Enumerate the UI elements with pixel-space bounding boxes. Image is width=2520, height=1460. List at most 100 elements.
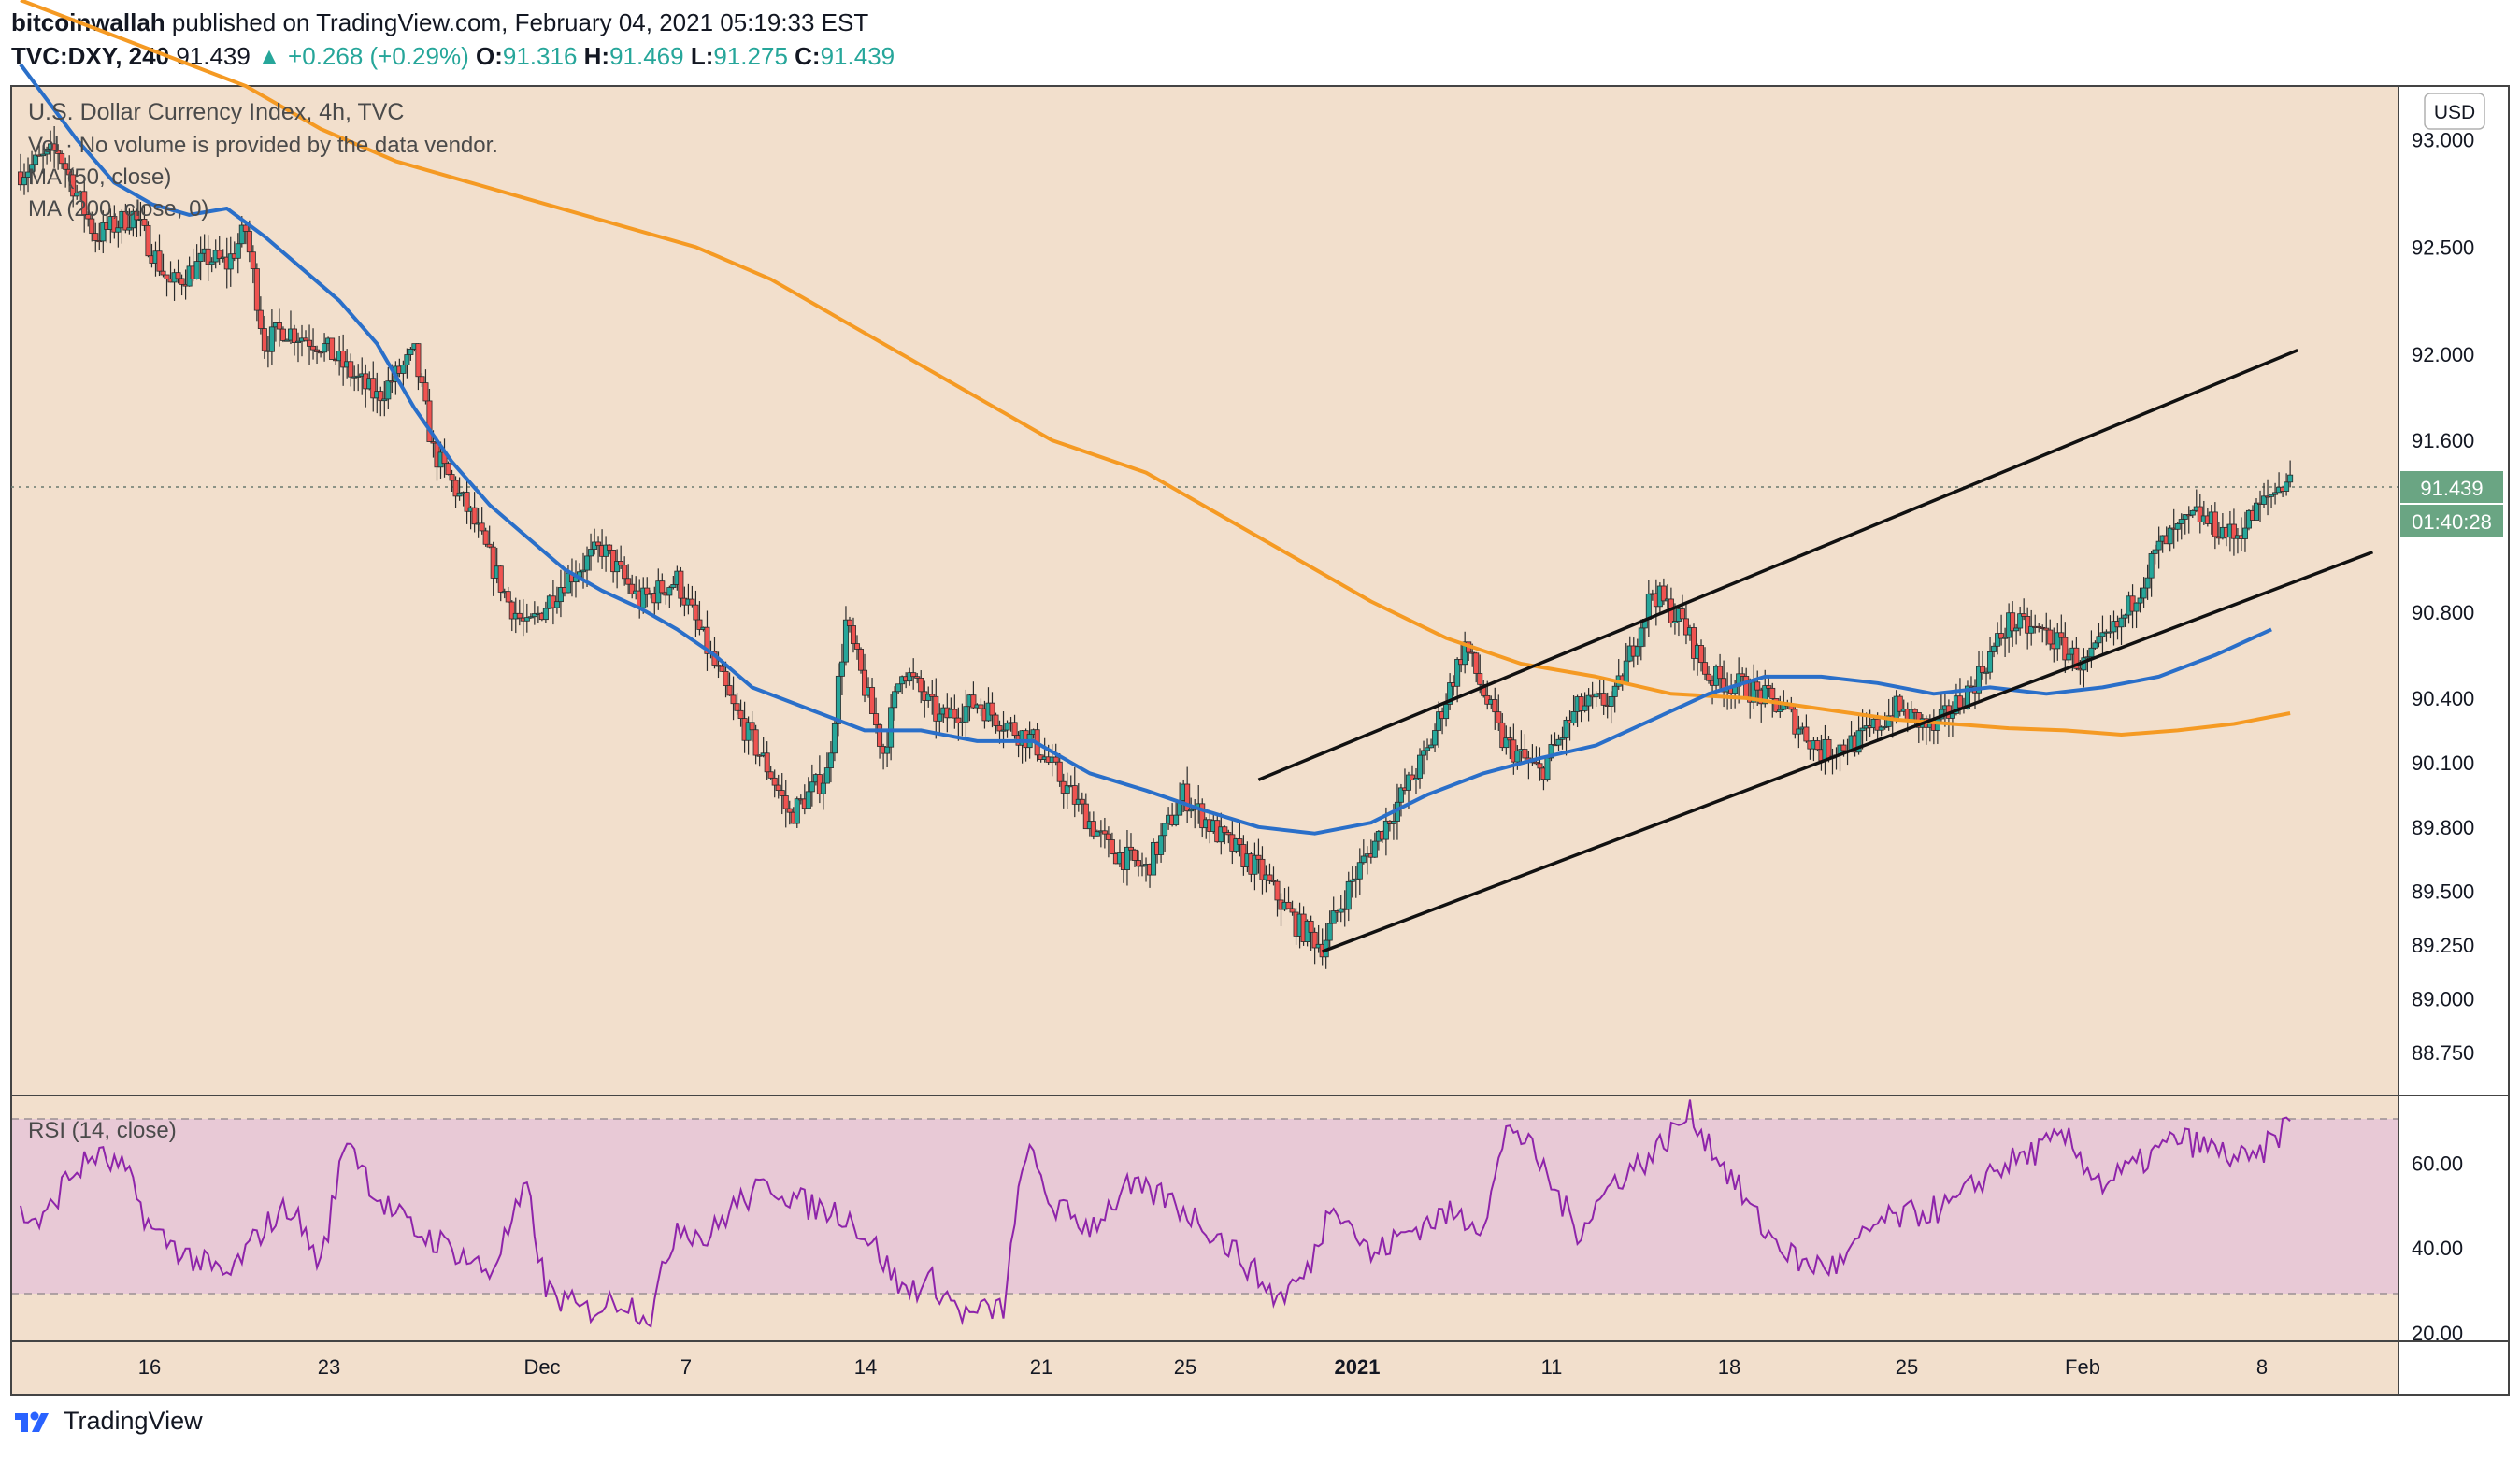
candle [1660, 578, 1667, 606]
candle [1443, 693, 1450, 727]
candle [666, 585, 673, 608]
currency-button[interactable]: USD [2424, 93, 2485, 130]
candle [1082, 793, 1089, 830]
candle [1162, 823, 1168, 852]
candle [1071, 766, 1078, 818]
candle [2062, 622, 2069, 674]
price-tick-label: 92.000 [2412, 343, 2474, 366]
legend-title: U.S. Dollar Currency Index, 4h, TVC [28, 99, 404, 125]
candle [955, 707, 962, 741]
time-tick-label: 11 [1541, 1355, 1563, 1379]
candle [1326, 910, 1333, 948]
rsi-tick-label: 20.00 [2412, 1322, 2463, 1345]
time-tick-label: 21 [1030, 1355, 1052, 1379]
candle [1706, 666, 1712, 684]
candle [378, 386, 384, 417]
candle [516, 599, 523, 626]
candle [208, 257, 215, 273]
candle [1578, 693, 1584, 723]
channel-lower-line[interactable] [1322, 551, 2374, 953]
candle [603, 536, 609, 572]
candle [1777, 695, 1783, 718]
tradingview-logo[interactable]: TradingView [13, 1407, 203, 1436]
candle [2055, 623, 2061, 661]
candle [1349, 866, 1355, 898]
candle [2092, 640, 2098, 650]
candle [820, 773, 826, 810]
candle [1814, 737, 1821, 752]
candle [1559, 726, 1566, 750]
candle [63, 157, 69, 188]
candle [1544, 757, 1551, 782]
rsi-tick-label: 40.00 [2412, 1237, 2463, 1260]
rsi-line [20, 1099, 2291, 1328]
candle [1127, 833, 1134, 861]
candle [449, 469, 455, 493]
price-tick-label: 90.800 [2412, 601, 2474, 624]
candle [340, 334, 347, 386]
candle [381, 380, 388, 417]
candle [2066, 648, 2072, 664]
author-name[interactable]: bitcoinwallah [11, 8, 165, 36]
candle [1218, 812, 1224, 855]
candle [2230, 508, 2237, 556]
currency-label: USD [2434, 102, 2475, 123]
candle [1417, 748, 1424, 789]
time-tick-label: 16 [138, 1355, 161, 1379]
change-value: +0.268 (+0.29%) [288, 42, 469, 70]
candle [1173, 802, 1180, 827]
candle [1987, 637, 1994, 680]
time-tick-label: 2021 [1335, 1355, 1381, 1379]
candle [2284, 473, 2290, 496]
candle [314, 345, 321, 365]
ohlc-line: TVC:DXY, 240 91.439 ▲ +0.268 (+0.29%) O:… [11, 39, 895, 73]
candle [723, 661, 729, 698]
chart-header: bitcoinwallah published on TradingView.c… [11, 6, 895, 73]
candle [2088, 630, 2095, 668]
candle [858, 647, 865, 674]
price-tag: 91.439 [2400, 471, 2503, 503]
candle [1679, 594, 1685, 620]
candle [1998, 614, 2005, 646]
candle [925, 686, 932, 708]
open-value: 91.316 [502, 42, 578, 70]
candle [294, 332, 301, 363]
candle [737, 699, 744, 727]
price-tick-label: 89.000 [2412, 988, 2474, 1011]
price-tick-label: 90.100 [2412, 751, 2474, 775]
candle [2099, 615, 2106, 654]
candle [179, 274, 185, 296]
candle [1109, 832, 1115, 855]
candle [895, 683, 902, 694]
candle [1976, 651, 1983, 701]
candle [2269, 494, 2275, 508]
candle [1136, 850, 1142, 877]
candle [771, 769, 778, 798]
candle [1311, 927, 1318, 965]
candle [1436, 701, 1442, 748]
candle [2141, 577, 2147, 608]
legend-ma50: MA (50, close) [28, 165, 171, 190]
candle [542, 601, 549, 623]
candle [471, 492, 478, 533]
candle [2118, 608, 2125, 646]
candle [835, 663, 841, 737]
candle [1682, 604, 1689, 645]
candle [678, 566, 684, 608]
candle [914, 672, 921, 684]
candle [1882, 712, 1888, 730]
candle [910, 658, 917, 690]
candle [1184, 766, 1191, 823]
candle [193, 244, 200, 280]
candle [2036, 623, 2042, 633]
candle [2133, 602, 2140, 628]
price-tick-label: 92.500 [2412, 236, 2474, 259]
channel-upper-line[interactable] [1257, 349, 2298, 781]
candle [1101, 817, 1108, 849]
candle [838, 643, 845, 696]
candle [1397, 783, 1404, 817]
candle [1991, 642, 1997, 658]
candle [175, 259, 181, 284]
time-tick-label: 7 [680, 1355, 692, 1379]
